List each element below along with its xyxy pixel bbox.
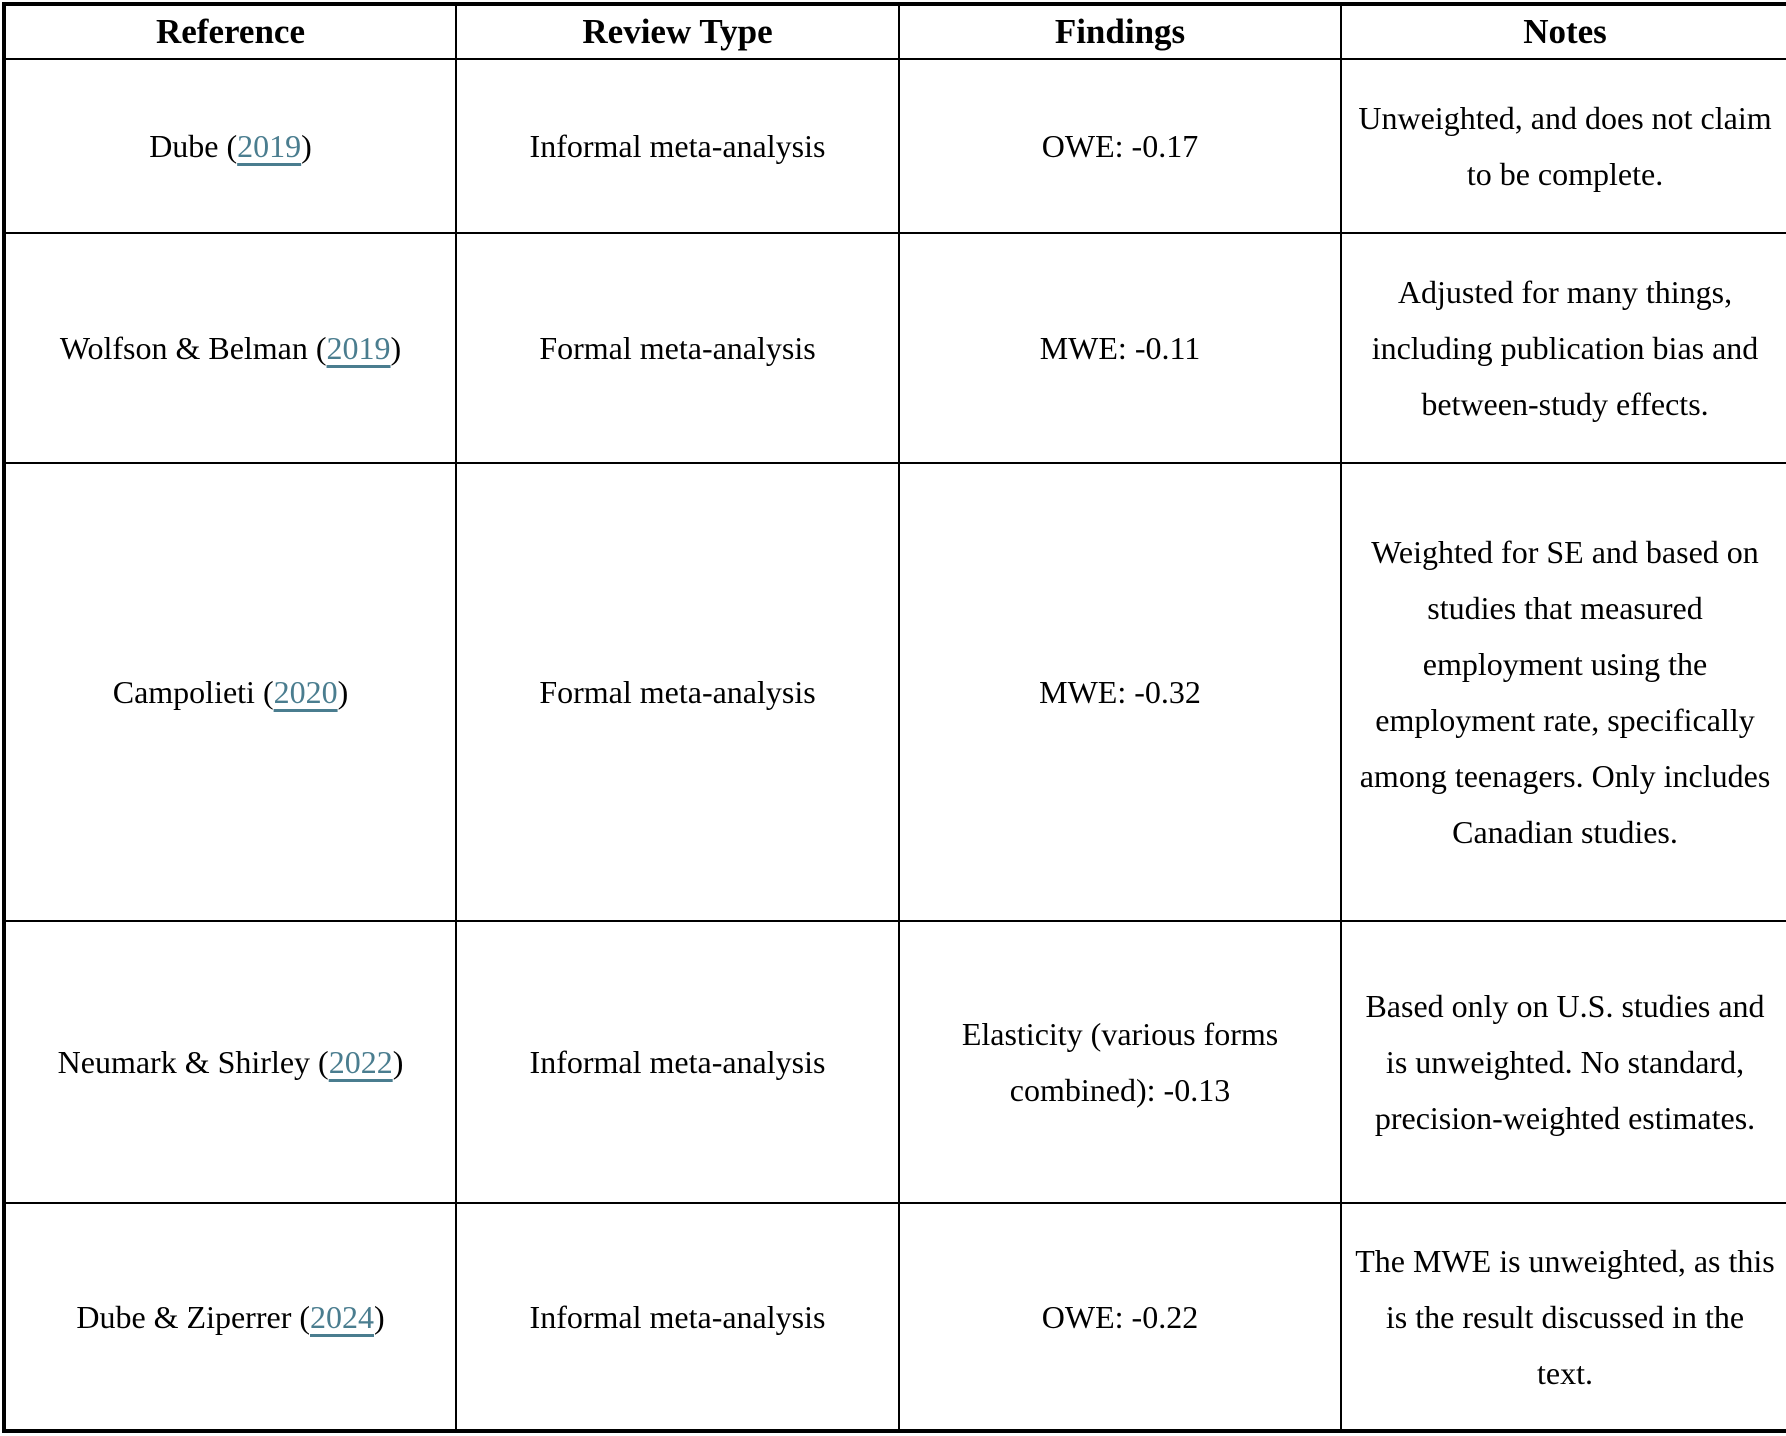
header-row: Reference Review Type Findings Notes (3, 3, 1786, 60)
cell-findings: MWE: -0.32 (898, 462, 1342, 922)
reference-author-text: Neumark & Shirley ( (57, 1044, 329, 1080)
column-header-reference: Reference (3, 3, 457, 60)
cell-review-type: Formal meta-analysis (455, 232, 900, 464)
cell-reference: Neumark & Shirley (2022) (3, 920, 457, 1204)
reference-author-text: Campolieti ( (112, 674, 274, 710)
cell-reference: Dube & Ziperrer (2024) (3, 1202, 457, 1432)
reference-year-link[interactable]: 2019 (237, 128, 302, 164)
reference-suffix-text: ) (337, 674, 349, 710)
cell-notes: The MWE is unweighted, as this is the re… (1340, 1202, 1786, 1432)
table-row: Campolieti (2020) Formal meta-analysis M… (3, 462, 1786, 922)
reference-author-text: Dube & Ziperrer ( (76, 1298, 310, 1335)
cell-notes: Weighted for SE and based on studies tha… (1340, 462, 1786, 922)
cell-findings: Elasticity (various forms combined): -0.… (898, 920, 1342, 1204)
cell-reference: Campolieti (2020) (3, 462, 457, 922)
cell-review-type: Informal meta-analysis (455, 58, 900, 234)
reference-year-link[interactable]: 2020 (273, 674, 338, 710)
cell-notes: Based only on U.S. studies and is unweig… (1340, 920, 1786, 1204)
cell-review-type: Informal meta-analysis (455, 1202, 900, 1432)
cell-findings: OWE: -0.17 (898, 58, 1342, 234)
reference-year-link[interactable]: 2019 (326, 330, 391, 366)
cell-reference: Dube (2019) (3, 58, 457, 234)
column-header-notes: Notes (1340, 3, 1786, 60)
table-row: Dube (2019) Informal meta-analysis OWE: … (3, 58, 1786, 234)
table-row: Wolfson & Belman (2019) Formal meta-anal… (3, 232, 1786, 464)
cell-review-type: Formal meta-analysis (455, 462, 900, 922)
reference-year-link[interactable]: 2024 (310, 1298, 374, 1335)
reference-suffix-text: ) (301, 128, 312, 164)
reference-author-text: Dube ( (149, 128, 238, 164)
table-row: Dube & Ziperrer (2024) Informal meta-ana… (3, 1202, 1786, 1432)
cell-notes: Unweighted, and does not claim to be com… (1340, 58, 1786, 234)
table-row: Neumark & Shirley (2022) Informal meta-a… (3, 920, 1786, 1204)
cell-findings: OWE: -0.22 (898, 1202, 1342, 1432)
cell-review-type: Informal meta-analysis (455, 920, 900, 1204)
cell-notes: Adjusted for many things, including publ… (1340, 232, 1786, 464)
reference-author-text: Wolfson & Belman ( (59, 330, 327, 366)
column-header-findings: Findings (898, 3, 1342, 60)
column-header-review-type: Review Type (455, 3, 900, 60)
reference-year-link[interactable]: 2022 (328, 1044, 393, 1080)
cell-findings: MWE: -0.11 (898, 232, 1342, 464)
reference-suffix-text: ) (374, 1298, 385, 1335)
reference-suffix-text: ) (390, 330, 402, 366)
reference-suffix-text: ) (392, 1044, 404, 1080)
cell-reference: Wolfson & Belman (2019) (3, 232, 457, 464)
